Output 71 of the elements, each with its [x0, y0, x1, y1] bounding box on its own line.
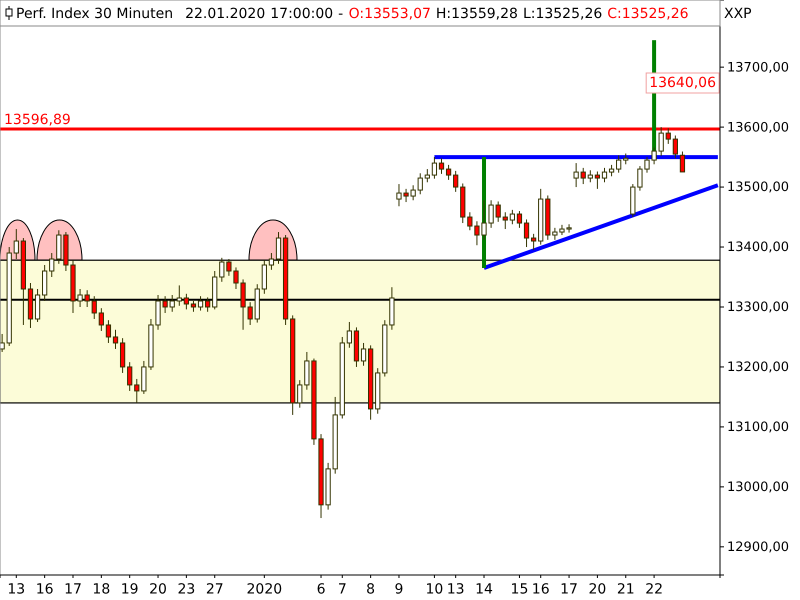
x-tick-label: 27 — [206, 582, 224, 598]
candlestick — [276, 232, 282, 264]
x-tick-label: 15 — [510, 582, 528, 598]
chart-title: Perf. Index 30 Minuten — [16, 6, 174, 22]
candlestick — [155, 294, 161, 330]
candlestick — [34, 288, 40, 322]
candlestick — [602, 167, 608, 183]
y-tick-label: 13400,00 — [727, 240, 790, 256]
x-tick-label: 17 — [64, 582, 82, 598]
candlestick — [360, 342, 366, 366]
candlestick — [77, 288, 83, 308]
x-tick-label: 20 — [149, 582, 167, 598]
y-tick-label: 13300,00 — [727, 300, 790, 316]
candlestick — [552, 227, 558, 240]
y-tick-label: 13200,00 — [727, 360, 790, 376]
candlestick — [644, 156, 650, 174]
x-tick-label: 14 — [475, 582, 494, 598]
x-tick-label: 6 — [316, 582, 326, 598]
candlestick — [162, 296, 168, 314]
x-tick-label: 21 — [616, 582, 635, 598]
chart-subtitle: 22.01.2020 17:00:00 - O:13553,07 H:13559,28 L:13525,26 C:13525,26 — [185, 6, 689, 22]
x-tick-label: 20 — [588, 582, 606, 598]
x-tick-label: 13 — [446, 582, 465, 598]
candlestick — [403, 188, 409, 203]
y-tick-label: 13700,00 — [727, 60, 790, 76]
x-tick-label: 7 — [338, 582, 347, 598]
candlestick — [474, 220, 480, 246]
candlestick — [190, 300, 196, 312]
candlestick — [446, 164, 452, 180]
candlestick — [112, 329, 118, 350]
candlestick — [438, 158, 444, 174]
y-tick-label: 13100,00 — [727, 420, 790, 436]
candlestick — [233, 266, 239, 290]
y-tick-label: 12900,00 — [727, 540, 790, 555]
candlestick — [240, 278, 246, 330]
candlestick — [680, 151, 686, 172]
candlestick — [524, 218, 530, 248]
annotation: 13640,06 — [649, 75, 716, 91]
x-tick-label: 8 — [366, 582, 376, 598]
x-tick-label: 10 — [425, 582, 444, 598]
candlestick — [488, 200, 494, 228]
candlestick — [226, 258, 232, 276]
candlestick — [432, 156, 438, 180]
ref-line-label: 13596,89 — [4, 112, 71, 128]
candlestick — [268, 252, 274, 270]
y-tick-label: 13500,00 — [727, 180, 790, 196]
candlestick — [198, 296, 204, 312]
candlestick — [106, 320, 112, 344]
text: XXP — [724, 6, 752, 22]
candlestick — [530, 233, 536, 251]
x-tick-label: 18 — [92, 582, 110, 598]
candlestick — [184, 293, 190, 310]
x-tick-label: 16 — [36, 582, 54, 598]
candlestick — [594, 170, 600, 190]
candlestick — [559, 224, 565, 236]
y-tick-label: 13000,00 — [727, 480, 790, 496]
x-tick-label: 22 — [645, 582, 664, 598]
x-tick-label: 9 — [394, 582, 404, 598]
candlestick — [608, 164, 614, 177]
y-tick-label: 13600,00 — [727, 120, 790, 136]
candlestick — [120, 338, 126, 374]
x-tick-label: 19 — [120, 582, 139, 598]
x-tick-label: 13 — [7, 582, 26, 598]
candlestick — [396, 184, 402, 207]
candlestick — [651, 146, 657, 165]
candlestick — [637, 166, 643, 192]
x-tick-label: 23 — [177, 582, 196, 598]
x-tick-label: 2020 — [246, 582, 282, 598]
x-tick-label: 17 — [560, 582, 578, 598]
x-tick-label: 16 — [532, 582, 550, 598]
candlestick — [516, 210, 522, 228]
